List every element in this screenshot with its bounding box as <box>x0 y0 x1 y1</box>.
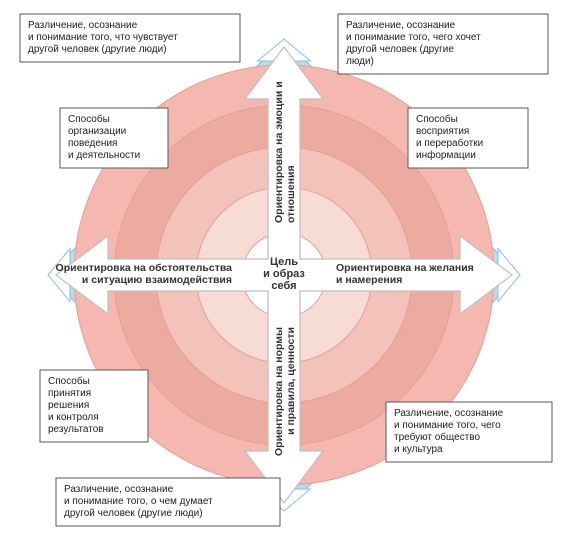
diagram-root: Цельи образсебяОриентировка на обстоятел… <box>0 0 568 540</box>
axis-label-left: Ориентировка на обстоятельстваи ситуацию… <box>56 262 233 286</box>
